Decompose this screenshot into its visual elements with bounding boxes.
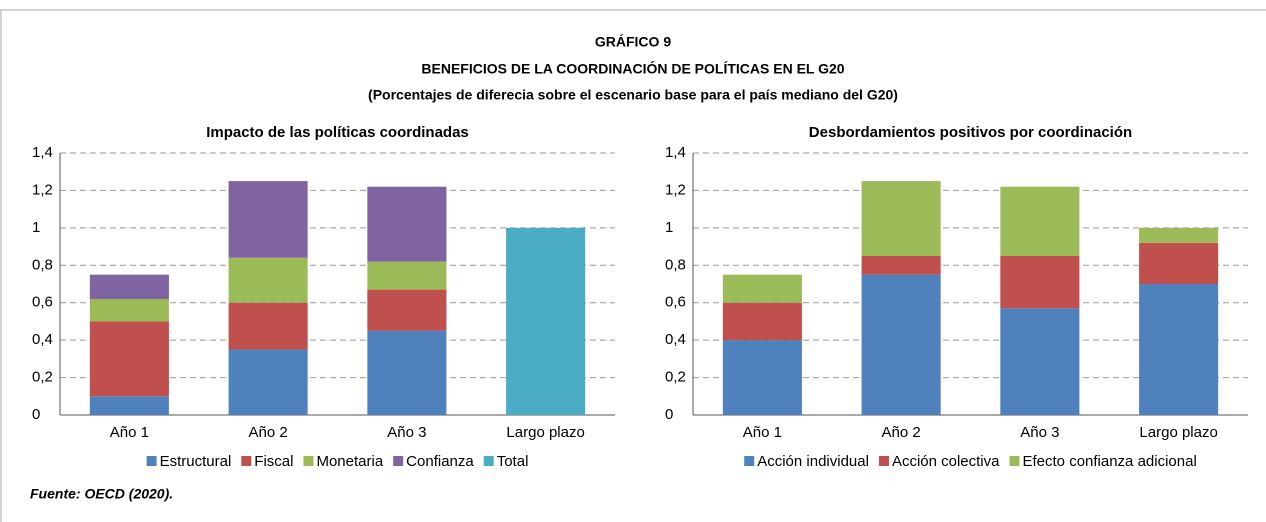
bar-segment [722, 302, 802, 341]
bar-segment [722, 340, 802, 415]
bar-segment [861, 274, 941, 415]
bar-segment [1139, 284, 1219, 415]
bar-segment [89, 321, 169, 397]
legend-swatch [878, 456, 889, 466]
x-tick-label: Largo plazo [506, 424, 584, 441]
bar-segment [367, 261, 447, 290]
x-tick-label: Año 3 [387, 424, 426, 441]
panel-title: Impacto de las políticas coordinadas [206, 124, 469, 141]
bar-segment [1000, 255, 1080, 309]
x-tick-label: Año 2 [249, 424, 288, 441]
legend-label: Monetaria [316, 453, 383, 470]
bar-segment [228, 181, 308, 258]
legend-swatch [146, 456, 157, 466]
x-tick-label: Año 1 [743, 424, 782, 441]
bar-segment [89, 396, 169, 415]
bar-segment [89, 298, 169, 322]
x-tick-label: Año 3 [1020, 424, 1059, 441]
y-tick-label: 0,4 [32, 331, 53, 348]
y-tick-label: 1,4 [32, 144, 53, 161]
bar-segment [506, 227, 586, 415]
y-tick-label: 1 [665, 219, 673, 236]
legend-swatch [303, 456, 314, 466]
y-tick-label: 0,2 [32, 369, 53, 386]
bar-segment [722, 274, 802, 303]
bar-segment [1000, 308, 1080, 415]
y-tick-label: 0 [665, 406, 673, 423]
bar-segment [367, 289, 447, 331]
y-tick-label: 0,4 [665, 331, 686, 348]
y-tick-label: 1,4 [665, 144, 686, 161]
x-tick-label: Año 1 [110, 424, 149, 441]
legend-label: Estructural [160, 453, 232, 470]
bar-segment [861, 181, 941, 256]
y-tick-label: 0,6 [665, 294, 686, 311]
chart-note: (Porcentajes de diferecia sobre el escen… [368, 87, 898, 103]
legend-label: Acción individual [757, 453, 869, 470]
legend-label: Acción colectiva [892, 453, 1000, 470]
y-tick-label: 0,8 [665, 256, 686, 273]
y-tick-label: 0 [32, 406, 40, 423]
bar-segment [1000, 186, 1080, 256]
bar-segment [367, 186, 447, 262]
legend-swatch [241, 456, 252, 466]
legend-label: Total [497, 453, 529, 470]
y-tick-label: 0,8 [32, 256, 53, 273]
legend-swatch [1009, 456, 1020, 466]
legend-swatch [744, 456, 755, 466]
bar-segment [367, 330, 447, 415]
bar-segment [1139, 242, 1219, 284]
y-tick-label: 0,2 [665, 369, 686, 386]
bar-segment [228, 302, 308, 350]
legend-label: Efecto confianza adicional [1023, 453, 1197, 470]
y-tick-label: 0,6 [32, 294, 53, 311]
source: Fuente: OECD (2020). [30, 486, 173, 502]
x-tick-label: Año 2 [882, 424, 921, 441]
x-tick-label: Largo plazo [1139, 424, 1217, 441]
legend-swatch [483, 456, 494, 466]
y-tick-label: 1,2 [665, 181, 686, 198]
chart-title: GRÁFICO 9 [595, 34, 671, 50]
bar-segment [228, 257, 308, 303]
bar-segment [1139, 227, 1219, 243]
panel-title: Desbordamientos positivos por coordinaci… [809, 124, 1132, 141]
legend-swatch [393, 456, 404, 466]
legend-label: Fiscal [254, 453, 293, 470]
bar-segment [89, 274, 169, 299]
bar-segment [861, 255, 941, 275]
bar-segment [228, 349, 308, 415]
legend-label: Confianza [406, 453, 474, 470]
y-tick-label: 1,2 [32, 181, 53, 198]
y-tick-label: 1 [32, 219, 40, 236]
chart-subtitle: BENEFICIOS DE LA COORDINACIÓN DE POLÍTIC… [421, 60, 844, 77]
